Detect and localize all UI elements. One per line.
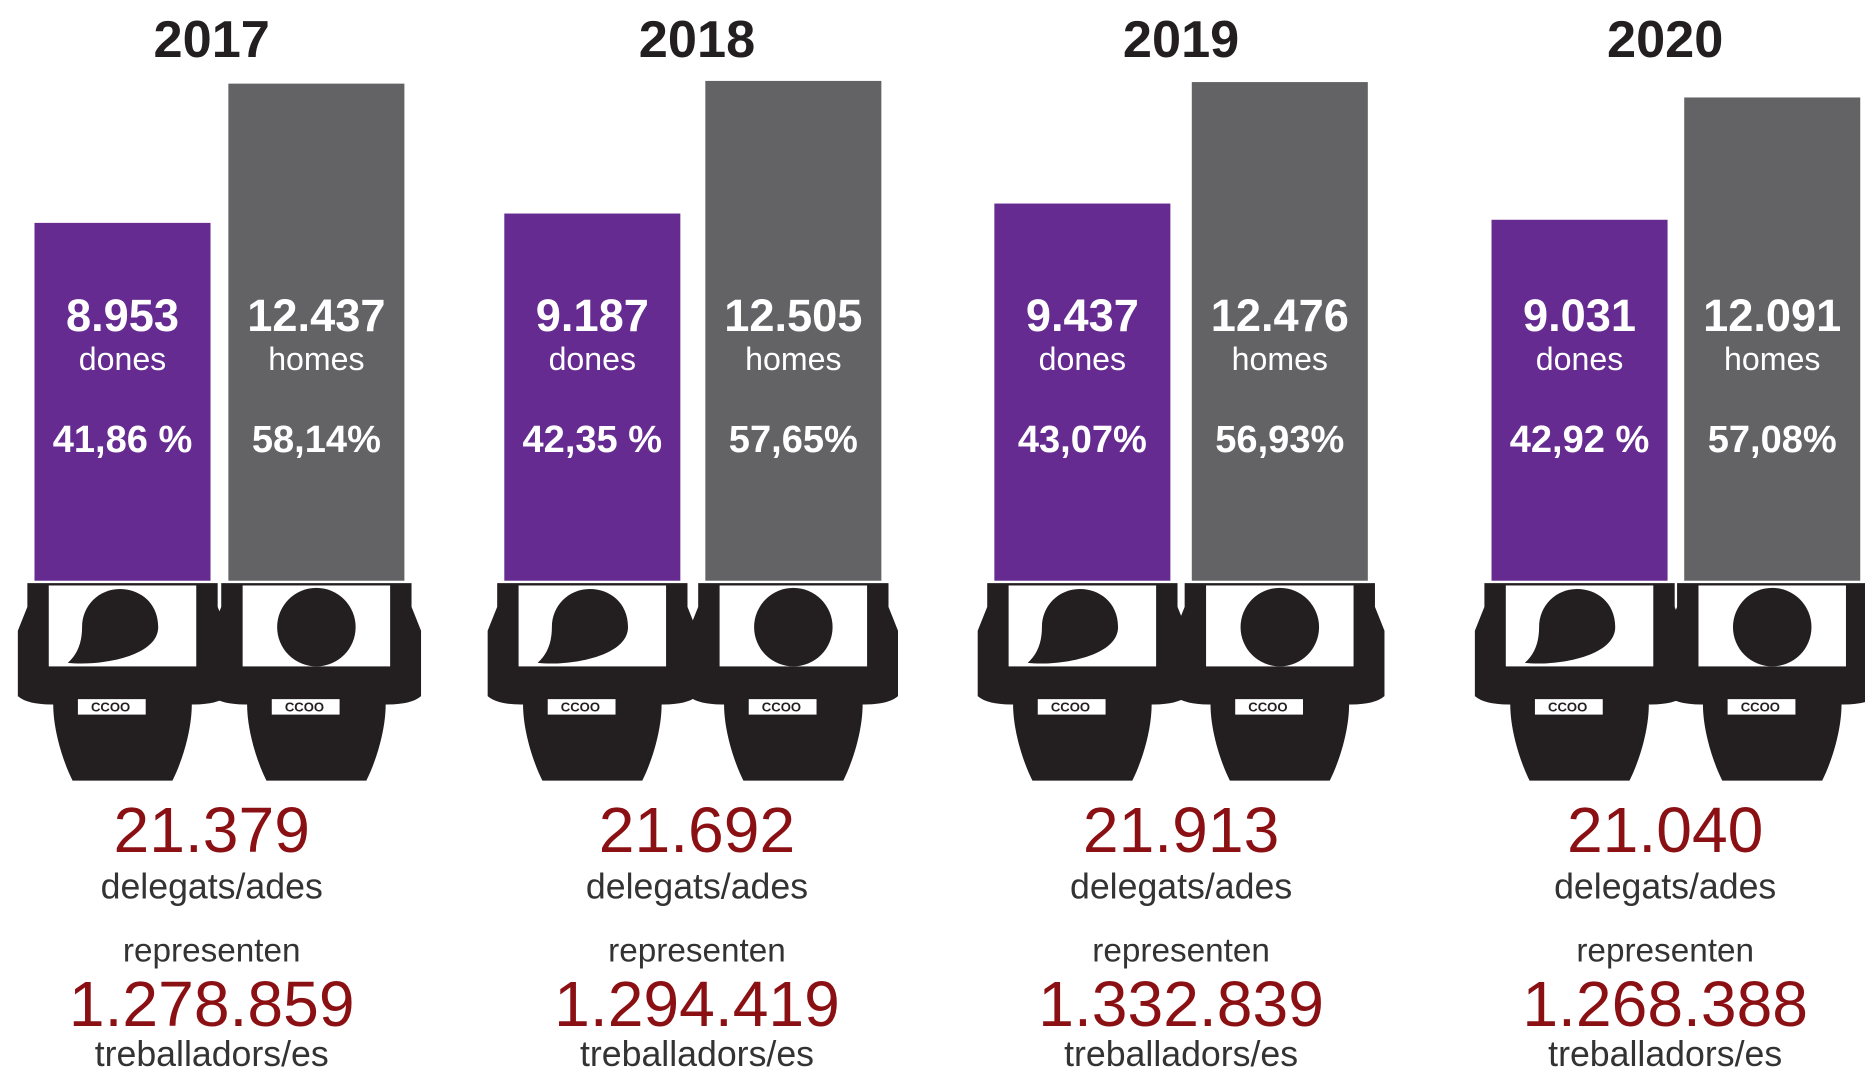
men-label: homes — [268, 341, 364, 377]
women-count: 8.953 — [66, 290, 179, 341]
year-title: 2018 — [639, 11, 755, 69]
men-label: homes — [1724, 341, 1820, 377]
men-label: homes — [745, 341, 841, 377]
men-percent: 57,65% — [729, 419, 858, 461]
year-title: 2019 — [1123, 11, 1239, 69]
represent-label: representen — [608, 933, 786, 970]
women-percent: 42,35 % — [523, 419, 663, 461]
men-count: 12.437 — [247, 290, 385, 341]
workers-label: treballadors/es — [95, 1034, 329, 1071]
head-man — [277, 588, 356, 667]
badge-logo: CCOO — [285, 700, 324, 715]
represent-label: representen — [1092, 933, 1270, 970]
women-label: dones — [1039, 341, 1126, 377]
workers-label: treballadors/es — [1064, 1034, 1298, 1071]
badge-logo: CCOO — [762, 700, 801, 715]
workers-count: 1.278.859 — [69, 968, 355, 1040]
men-percent: 57,08% — [1708, 419, 1837, 461]
women-label: dones — [549, 341, 636, 377]
delegates-label: delegats/ades — [1070, 866, 1292, 906]
women-percent: 42,92 % — [1510, 419, 1650, 461]
men-count: 12.476 — [1211, 290, 1349, 341]
delegates-label: delegats/ades — [586, 866, 808, 906]
year-title: 2020 — [1607, 11, 1723, 69]
men-count: 12.091 — [1703, 290, 1841, 341]
badge-logo: CCOO — [1741, 700, 1780, 715]
head-man — [1733, 588, 1812, 667]
women-bar — [994, 204, 1170, 581]
workers-label: treballadors/es — [580, 1034, 814, 1071]
women-label: dones — [1536, 341, 1623, 377]
represent-label: representen — [123, 933, 301, 970]
delegates-label: delegats/ades — [101, 866, 323, 906]
men-percent: 58,14% — [252, 419, 381, 461]
workers-count: 1.294.419 — [554, 968, 840, 1040]
women-bar — [504, 214, 680, 581]
women-count: 9.031 — [1523, 290, 1636, 341]
delegates-count: 21.040 — [1567, 794, 1763, 866]
women-bar — [1492, 220, 1668, 581]
men-label: homes — [1232, 341, 1328, 377]
badge-logo: CCOO — [1051, 700, 1090, 715]
infographic: 20178.953dones41,86 %CCOO12.437homes58,1… — [0, 0, 1865, 1071]
delegates-count: 21.379 — [114, 794, 310, 866]
workers-count: 1.332.839 — [1038, 968, 1324, 1040]
represent-label: representen — [1576, 933, 1754, 970]
workers-count: 1.268.388 — [1522, 968, 1808, 1040]
women-label: dones — [79, 341, 166, 377]
women-count: 9.187 — [536, 290, 649, 341]
women-percent: 43,07% — [1018, 419, 1147, 461]
men-percent: 56,93% — [1215, 419, 1344, 461]
men-count: 12.505 — [724, 290, 862, 341]
head-man — [1241, 588, 1320, 667]
workers-label: treballadors/es — [1548, 1034, 1782, 1071]
women-count: 9.437 — [1026, 290, 1139, 341]
delegates-count: 21.913 — [1083, 794, 1279, 866]
head-man — [754, 588, 833, 667]
badge-logo: CCOO — [1548, 700, 1587, 715]
badge-logo: CCOO — [91, 700, 130, 715]
badge-logo: CCOO — [561, 700, 600, 715]
year-title: 2017 — [154, 11, 270, 69]
delegates-label: delegats/ades — [1554, 866, 1776, 906]
women-bar — [34, 223, 210, 581]
women-percent: 41,86 % — [53, 419, 193, 461]
delegates-count: 21.692 — [599, 794, 795, 866]
badge-logo: CCOO — [1248, 700, 1287, 715]
